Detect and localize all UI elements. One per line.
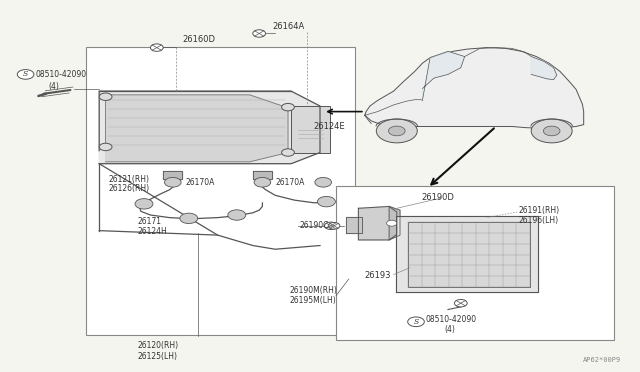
Text: S: S <box>413 318 419 326</box>
Circle shape <box>228 210 246 220</box>
Text: 26191(RH): 26191(RH) <box>518 206 559 215</box>
Text: 26171: 26171 <box>138 217 161 226</box>
Circle shape <box>531 119 572 143</box>
Circle shape <box>328 222 340 229</box>
Circle shape <box>324 222 337 230</box>
Polygon shape <box>422 51 465 100</box>
Text: 08510-42090: 08510-42090 <box>35 70 86 79</box>
Bar <box>408 222 530 287</box>
Polygon shape <box>253 171 272 179</box>
Circle shape <box>135 199 153 209</box>
Circle shape <box>99 143 112 151</box>
Circle shape <box>99 93 112 100</box>
Circle shape <box>317 196 335 207</box>
Text: S: S <box>23 70 28 78</box>
Bar <box>291 106 330 153</box>
Circle shape <box>315 177 332 187</box>
Text: 26170A: 26170A <box>275 178 305 187</box>
Circle shape <box>253 30 266 37</box>
Text: 26190M(RH): 26190M(RH) <box>289 286 337 295</box>
Circle shape <box>454 299 467 307</box>
Text: (4): (4) <box>445 325 456 334</box>
Polygon shape <box>396 216 538 292</box>
Text: AP62*00P9: AP62*00P9 <box>582 357 621 363</box>
Circle shape <box>254 177 271 187</box>
Text: 26124H: 26124H <box>138 227 167 236</box>
Circle shape <box>408 317 424 327</box>
Text: (4): (4) <box>48 82 59 91</box>
Circle shape <box>282 103 294 111</box>
Circle shape <box>376 119 417 143</box>
Circle shape <box>164 177 181 187</box>
Polygon shape <box>389 206 400 240</box>
Text: 26124E: 26124E <box>314 122 345 131</box>
Polygon shape <box>346 217 362 232</box>
Text: 26195M(LH): 26195M(LH) <box>289 296 336 305</box>
Text: 26120(RH): 26120(RH) <box>138 341 179 350</box>
Polygon shape <box>99 91 320 164</box>
Text: 26170A: 26170A <box>186 178 215 187</box>
Polygon shape <box>163 171 182 179</box>
Polygon shape <box>365 48 584 128</box>
Circle shape <box>180 213 198 224</box>
Text: 08510-42090: 08510-42090 <box>426 315 477 324</box>
Text: 26190C: 26190C <box>300 221 329 230</box>
Circle shape <box>543 126 560 136</box>
Text: 26190D: 26190D <box>421 193 454 202</box>
Text: 26193: 26193 <box>365 271 391 280</box>
Circle shape <box>17 70 34 79</box>
Circle shape <box>282 149 294 156</box>
Polygon shape <box>531 57 557 80</box>
Bar <box>336 186 614 340</box>
Text: 26126(RH): 26126(RH) <box>109 185 150 193</box>
Polygon shape <box>358 206 397 240</box>
Text: 26125(LH): 26125(LH) <box>138 352 178 360</box>
Bar <box>86 46 355 335</box>
Polygon shape <box>106 95 288 162</box>
Text: 26160D: 26160D <box>182 35 216 44</box>
Circle shape <box>150 44 163 51</box>
Text: 26196(LH): 26196(LH) <box>518 216 559 225</box>
Text: 26164A: 26164A <box>272 22 304 31</box>
Text: 26121(RH): 26121(RH) <box>109 175 150 184</box>
Circle shape <box>388 126 405 136</box>
Circle shape <box>387 220 397 226</box>
